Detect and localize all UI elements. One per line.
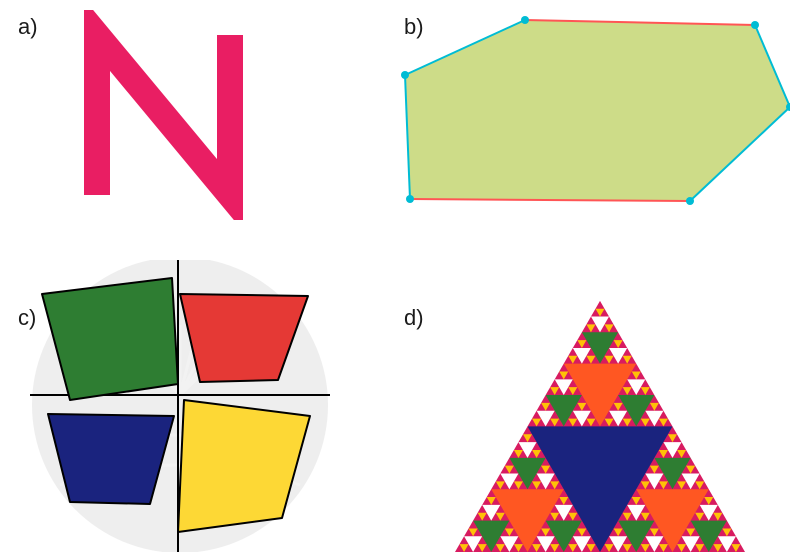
panel-d (450, 255, 750, 552)
letter-n (35, 10, 295, 220)
panel-a (35, 10, 295, 220)
sierpinski-triangle (450, 255, 750, 552)
trapezoid-pinwheel (30, 260, 330, 552)
panel-c (30, 260, 330, 552)
figure-canvas: a) b) c) d) (0, 0, 790, 552)
panel-b (400, 15, 790, 215)
hexagon (400, 15, 790, 215)
label-d: d) (404, 305, 424, 331)
